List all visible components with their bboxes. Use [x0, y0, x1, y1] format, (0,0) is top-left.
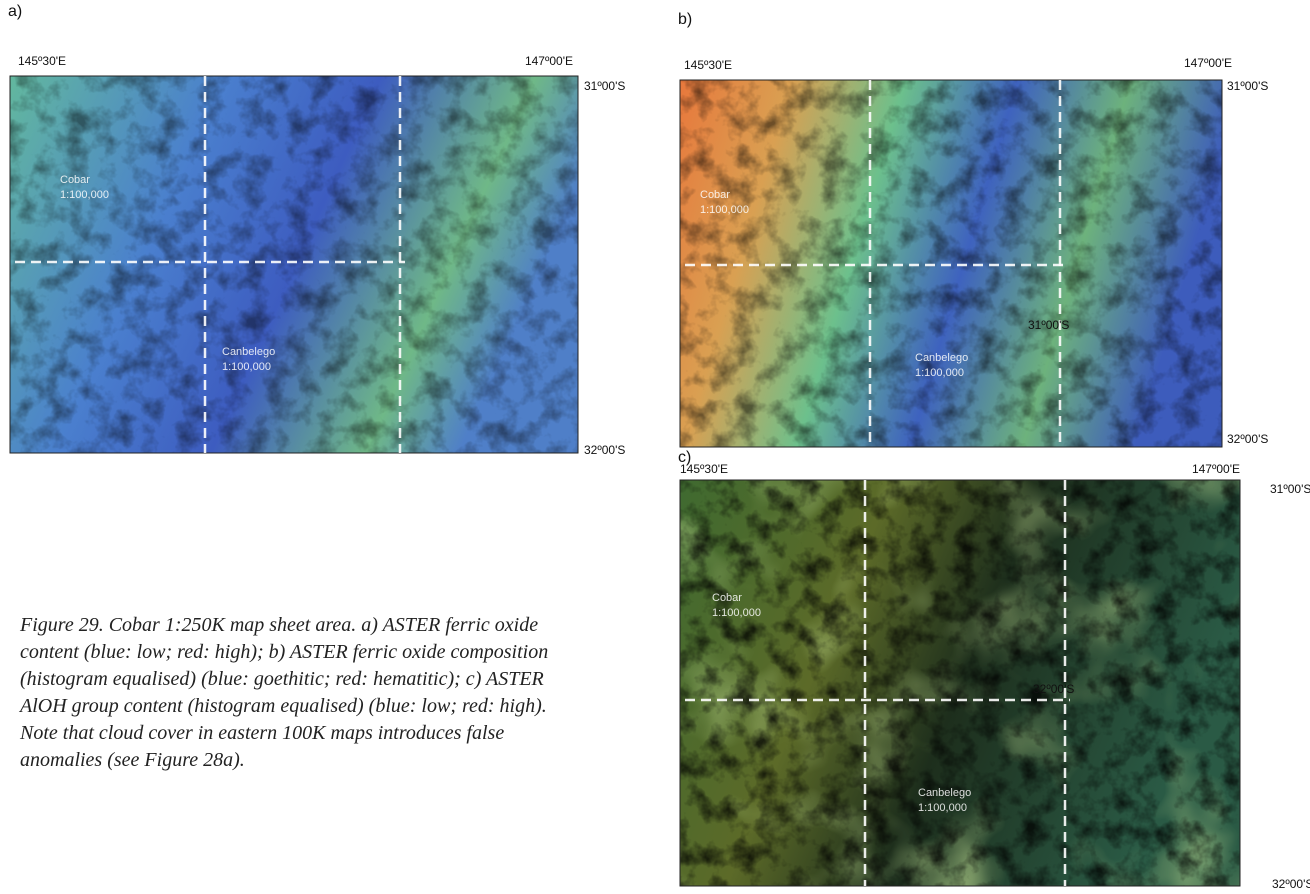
- image-texture: [680, 480, 1240, 886]
- image-texture: [10, 76, 578, 453]
- longitude-label: 147º00'E: [525, 54, 573, 68]
- latitude-label: 31º00'S: [1270, 482, 1310, 496]
- sheet-name: Cobar: [60, 174, 90, 186]
- latitude-label: 32º00'S: [1227, 432, 1268, 446]
- latitude-label: 32º00'S: [584, 443, 625, 457]
- latitude-label: 31º00'S: [584, 79, 625, 93]
- sheet-scale: 1:100,000: [712, 607, 761, 619]
- latitude-label: 31º00'S: [1227, 79, 1268, 93]
- sheet-scale: 1:100,000: [60, 189, 109, 201]
- latitude-label: 32º00'S: [1272, 877, 1310, 891]
- longitude-label: 145º30'E: [18, 54, 66, 68]
- longitude-label: 145º30'E: [680, 462, 728, 476]
- sheet-name: Cobar: [712, 592, 742, 604]
- sheet-scale: 1:100,000: [700, 204, 749, 216]
- panel-label: b): [678, 11, 692, 28]
- figure-caption: Figure 29. Cobar 1:250K map sheet area. …: [20, 612, 550, 774]
- sheet-name: Cobar: [700, 189, 730, 201]
- sheet-name: Canbelego: [915, 352, 968, 364]
- sheet-scale: 1:100,000: [222, 361, 271, 373]
- longitude-label: 147º00'E: [1184, 56, 1232, 70]
- sheet-name: Canbelego: [222, 346, 275, 358]
- longitude-label: 147º00'E: [1192, 462, 1240, 476]
- sheet-scale: 1:100,000: [915, 367, 964, 379]
- page: a) 145º30'E 147º00'E 31º00'S 32º00'S Cobar 1:1…: [0, 0, 1310, 894]
- sheet-scale: 1:100,000: [918, 802, 967, 814]
- panel-label: a): [8, 3, 22, 20]
- latitude-label: 32º00'S: [1033, 682, 1074, 696]
- latitude-label: 31º00'S: [1028, 318, 1069, 332]
- longitude-label: 145º30'E: [684, 58, 732, 72]
- sheet-name: Canbelego: [918, 787, 971, 799]
- image-texture: [680, 80, 1222, 447]
